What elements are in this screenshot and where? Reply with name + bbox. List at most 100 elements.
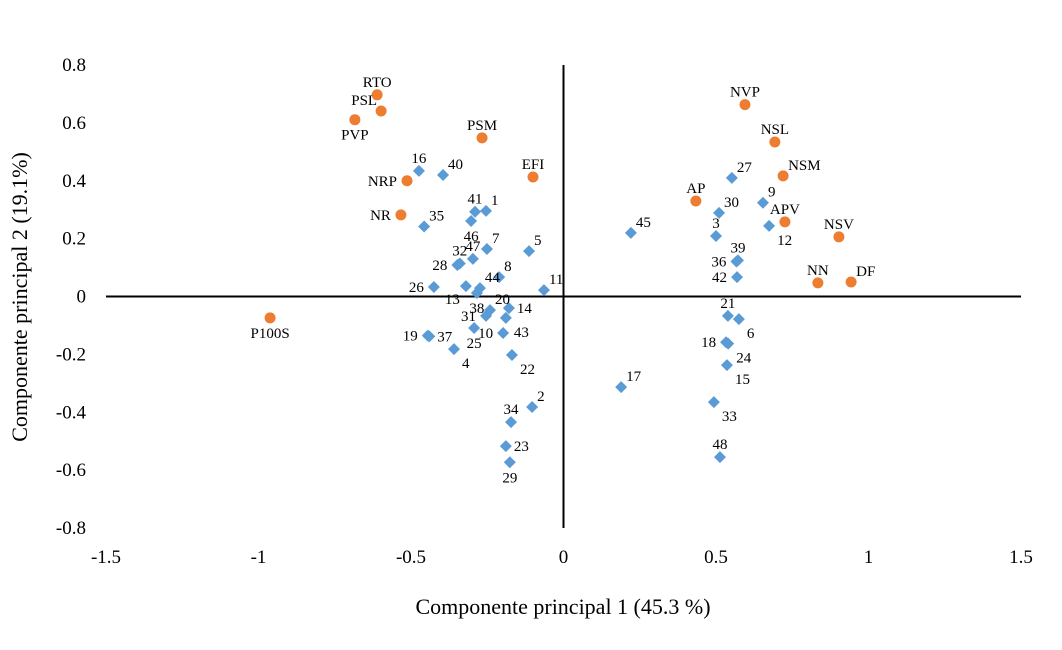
point-35 [418,220,431,233]
point-label-21: 21 [720,296,735,312]
point-36 [730,255,743,268]
point-label-33: 33 [722,409,737,425]
point-label-14: 14 [517,301,533,317]
point-PSM [476,132,488,144]
point-33 [707,396,720,409]
point-APV [779,216,791,228]
point-label-27: 27 [737,160,753,176]
point-label-45: 45 [636,215,651,231]
point-label-39: 39 [730,240,745,256]
point-10 [497,326,510,339]
point-label-36: 36 [711,254,727,270]
point-43 [499,311,512,324]
point-label-8: 8 [504,259,512,275]
point-7 [480,243,493,256]
point-P100S [264,312,276,324]
point-29 [503,456,516,469]
x-tick-label: 0.5 [704,547,728,568]
point-NSL [769,136,781,148]
point-NN [812,277,824,289]
point-label-22: 22 [520,362,535,378]
point-NSV [833,231,845,243]
point-label-13: 13 [445,292,460,308]
point-label-1: 1 [491,193,499,209]
x-tick-label: -0.5 [396,547,426,568]
point-label-40: 40 [448,157,463,173]
y-tick-label: 0.6 [62,113,86,134]
y-tick-label: 0 [77,287,87,308]
point-15 [720,359,733,372]
point-label-RTO: RTO [363,75,392,91]
point-48 [713,451,726,464]
point-38 [470,287,483,300]
point-label-DF: DF [856,264,875,280]
point-NVP [739,99,751,111]
point-label-12: 12 [777,233,792,249]
point-label-28: 28 [432,258,447,274]
point-label-NN: NN [807,263,829,279]
point-8 [493,271,506,284]
point-1 [480,204,493,217]
point-label-15: 15 [735,372,750,388]
point-label-42: 42 [712,270,727,286]
point-23 [499,440,512,453]
point-30 [713,206,726,219]
point-32 [453,257,466,270]
point-label-32: 32 [452,244,467,260]
point-label-26: 26 [409,280,425,296]
point-label-41: 41 [468,192,483,208]
point-11 [537,284,550,297]
point-label-9: 9 [768,185,776,201]
point-label-24: 24 [736,351,752,367]
point-25 [468,322,481,335]
point-6 [732,313,745,326]
point-label-16: 16 [411,151,427,167]
point-label-29: 29 [502,470,517,486]
x-tick-label: 1 [864,547,874,568]
point-RTO [371,89,383,101]
point-label-43: 43 [514,325,529,341]
point-label-4: 4 [462,356,470,372]
point-2 [526,401,539,414]
point-label-3: 3 [712,216,720,232]
x-tick-label: 1.5 [1009,547,1033,568]
point-label-PSL: PSL [351,93,377,109]
point-14 [502,302,515,315]
point-26 [427,280,440,293]
point-17 [615,381,628,394]
point-41 [469,205,482,218]
point-label-NRP: NRP [368,174,397,190]
point-27 [725,171,738,184]
y-tick-label: -0.2 [56,344,86,365]
point-label-18: 18 [701,335,716,351]
point-label-PSM: PSM [467,118,497,134]
y-axis-title: Componente principal 2 (19.1%) [7,152,32,442]
point-37 [423,330,436,343]
axes: -1.5 -1 -0.5 0 0.5 1 1.5 0.8 0.6 0.4 0.2 0 -0.2 -0.4 -… [56,55,1033,568]
point-label-17: 17 [626,369,642,385]
point-NR [395,209,407,221]
point-label-NSV: NSV [824,217,854,233]
point-40 [437,168,450,181]
point-label-7: 7 [492,231,500,247]
point-3 [710,230,722,243]
point-label-6: 6 [747,326,755,342]
y-tick-label: 0.4 [62,171,86,192]
point-label-23: 23 [514,439,529,455]
point-label-NVP: NVP [730,85,760,101]
point-EFI [527,171,539,183]
point-5 [523,245,536,258]
point-label-NSL: NSL [761,122,789,138]
point-labels: RTO PSL PVP PSM EFI NRP NR P100S NVP NSL NSM AP APV N… [250,75,875,487]
point-NSM [777,170,789,182]
point-label-34: 34 [504,402,520,418]
point-label-44: 44 [485,270,501,286]
point-AP [690,195,702,207]
point-22 [505,348,518,361]
point-label-APV: APV [770,202,800,218]
point-label-20: 20 [495,292,510,308]
data-points [264,89,857,469]
x-tick-label: -1.5 [91,547,121,568]
y-tick-label: 0.2 [62,229,86,250]
